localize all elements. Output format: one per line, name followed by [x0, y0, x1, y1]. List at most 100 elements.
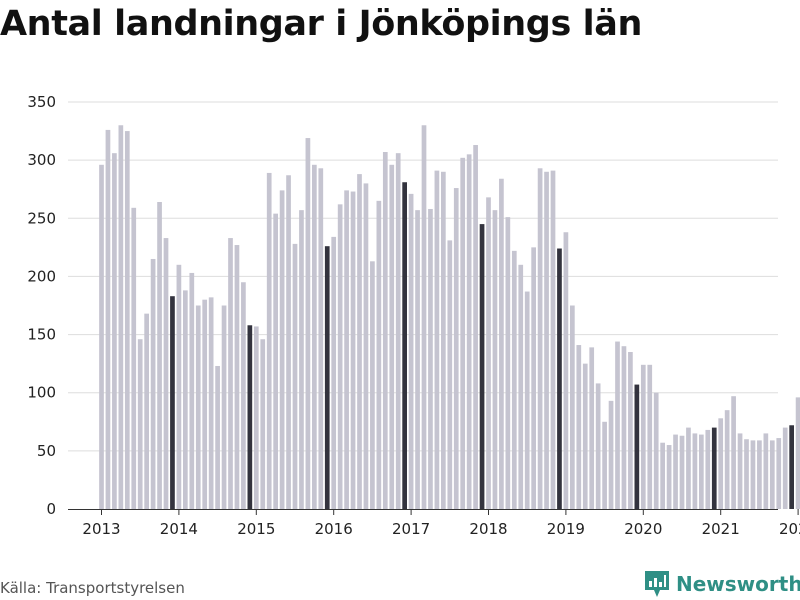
x-tick-label: 2021 — [702, 520, 740, 538]
bar — [221, 305, 227, 509]
bar — [608, 400, 614, 509]
bar — [460, 157, 466, 509]
bar — [363, 183, 369, 509]
bar — [253, 326, 259, 509]
bar — [112, 153, 117, 509]
bar — [531, 247, 536, 509]
bar — [215, 365, 220, 509]
bar — [537, 168, 543, 510]
bar — [782, 427, 788, 509]
bar — [99, 164, 104, 509]
bar — [170, 296, 175, 509]
bar — [744, 439, 749, 509]
y-axis-ticks: 0 50 100 150 200 250 300 350 — [27, 93, 56, 518]
bar — [557, 248, 562, 509]
x-tick-label: 2022 — [779, 520, 800, 538]
x-axis: 2013 2014 2015 2016 2017 2018 2019 2020 2021 2022 — [68, 509, 800, 538]
bar — [318, 168, 324, 510]
bar — [673, 434, 678, 509]
bar — [705, 429, 711, 509]
x-tick-label: 2015 — [237, 520, 275, 538]
bar — [357, 174, 362, 509]
chart-title: Antal landningar i Jönköpings län — [0, 4, 642, 44]
bar — [157, 202, 162, 509]
bar — [344, 190, 349, 509]
bar — [350, 191, 356, 510]
x-tick-label: 2016 — [315, 520, 353, 538]
bar — [312, 164, 317, 509]
bar — [402, 182, 407, 510]
bar — [292, 243, 298, 509]
bar — [550, 170, 556, 509]
bar — [370, 261, 375, 509]
bar — [279, 190, 285, 509]
y-tick-label: 250 — [27, 209, 56, 227]
brand-name: Newsworthy — [676, 572, 800, 596]
y-tick-label: 200 — [27, 267, 56, 285]
bar — [228, 238, 233, 509]
x-tick-label: 2014 — [160, 520, 198, 538]
bar — [692, 433, 698, 509]
y-tick-label: 0 — [46, 500, 56, 518]
x-tick-label: 2017 — [392, 520, 430, 538]
bar — [634, 384, 640, 509]
bar — [479, 224, 485, 509]
bar — [434, 170, 440, 509]
bar — [576, 345, 582, 509]
x-tick-label: 2019 — [547, 520, 585, 538]
bar — [621, 346, 627, 509]
bar — [518, 264, 524, 509]
y-tick-label: 100 — [27, 384, 56, 402]
bar — [653, 392, 659, 509]
bar — [305, 138, 311, 509]
bar — [447, 240, 453, 509]
bar — [763, 433, 769, 509]
bar — [176, 264, 182, 509]
bar — [640, 364, 646, 509]
bar — [686, 427, 691, 509]
bar — [602, 421, 607, 509]
bar — [453, 188, 459, 509]
bar — [524, 291, 530, 509]
bar — [389, 164, 395, 509]
bar — [582, 363, 588, 509]
x-tick-label: 2013 — [82, 520, 120, 538]
bar — [666, 445, 672, 509]
bar — [144, 313, 149, 509]
bar — [769, 440, 775, 509]
bar — [299, 210, 304, 509]
bar — [421, 125, 427, 509]
bar — [757, 440, 762, 509]
bar — [563, 232, 569, 510]
bar — [473, 145, 478, 510]
bar-series — [99, 125, 800, 510]
bar — [163, 238, 169, 509]
bar — [718, 418, 724, 509]
bar — [795, 397, 800, 509]
bar — [570, 305, 575, 509]
bar — [466, 154, 472, 510]
bar — [150, 258, 156, 509]
bar — [505, 217, 511, 509]
source-note: Källa: Transportstyrelsen — [0, 579, 185, 597]
bar — [202, 299, 208, 509]
bar — [118, 125, 124, 509]
y-tick-label: 50 — [37, 442, 56, 460]
bar — [428, 208, 433, 510]
y-tick-label: 350 — [27, 93, 56, 111]
bar — [589, 347, 595, 509]
bar — [499, 178, 504, 509]
bar — [382, 152, 388, 509]
bar — [408, 193, 414, 509]
bar — [131, 207, 137, 509]
x-tick-label: 2018 — [469, 520, 507, 538]
bar — [241, 282, 246, 509]
bar — [195, 305, 201, 509]
y-tick-label: 300 — [27, 151, 56, 169]
bar — [189, 272, 195, 509]
brand-logo: Newsworthy — [644, 570, 800, 598]
x-tick-label: 2020 — [624, 520, 662, 538]
bar — [628, 352, 633, 509]
bar — [137, 339, 143, 509]
